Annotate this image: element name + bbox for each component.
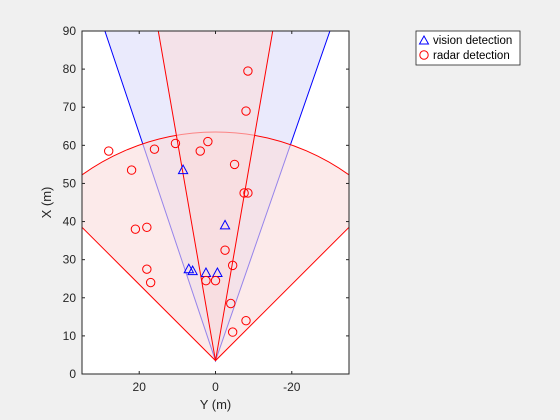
y-tick-label: 20 (63, 291, 77, 305)
legend-box (415, 30, 521, 66)
radar-detection-point (241, 106, 251, 116)
legend-circle-icon (419, 50, 429, 60)
x-tick-label: -20 (283, 380, 301, 394)
radar-detection-point (201, 275, 211, 286)
y-tick-label: 40 (63, 215, 77, 229)
radar-detection-point (227, 327, 238, 337)
x-tick-label: 0 (212, 380, 219, 394)
radar-detection-point (149, 144, 160, 154)
coverage-area-2 (157, 31, 274, 361)
radar-detection-point (241, 315, 251, 326)
y-tick-label: 50 (63, 176, 77, 190)
radar-detection-point (130, 224, 141, 234)
axes-ticks: 20 0 -20 0 10 20 30 40 50 60 70 80 90 (63, 24, 349, 394)
radar-detection-point (226, 298, 236, 309)
x-tick-label: 20 (133, 380, 147, 394)
y-tick-label: 10 (63, 329, 77, 343)
y-tick-label: 0 (69, 367, 76, 381)
legend: vision detection radar detection (415, 30, 521, 66)
vision-detection-point (219, 219, 231, 230)
radar-detection-point (220, 245, 230, 255)
vision-detection-point (187, 265, 199, 276)
y-axis-title: X (m) (39, 187, 54, 219)
radar-detection-point (142, 264, 152, 274)
radar-detection-point (243, 188, 253, 198)
radar-detection-point (210, 275, 221, 286)
radar-detection-point (195, 146, 205, 156)
radar-detection-point (243, 66, 253, 76)
y-tick-label: 70 (63, 100, 77, 114)
radar-detection-point (239, 188, 249, 198)
y-tick-label: 30 (63, 253, 77, 267)
radar-detection-point (227, 260, 238, 271)
vision-detection-point (177, 164, 189, 175)
y-tick-label: 80 (63, 62, 77, 76)
coverage-areas (82, 31, 349, 363)
legend-vision-label: vision detection (433, 35, 512, 47)
x-axis-title: Y (m) (200, 397, 232, 412)
legend-triangle-icon (418, 34, 430, 45)
radar-detection-point (229, 159, 240, 170)
legend-radar-label: radar detection (433, 50, 510, 62)
data-markers (104, 66, 253, 337)
y-tick-label: 60 (63, 138, 77, 152)
radar-detection-point (170, 138, 181, 149)
radar-detection-point (145, 277, 156, 288)
radar-detection-point (104, 146, 114, 156)
y-tick-label: 90 (63, 24, 77, 38)
radar-detection-point (142, 222, 152, 232)
radar-detection-point (203, 136, 213, 147)
radar-detection-point (126, 165, 137, 175)
